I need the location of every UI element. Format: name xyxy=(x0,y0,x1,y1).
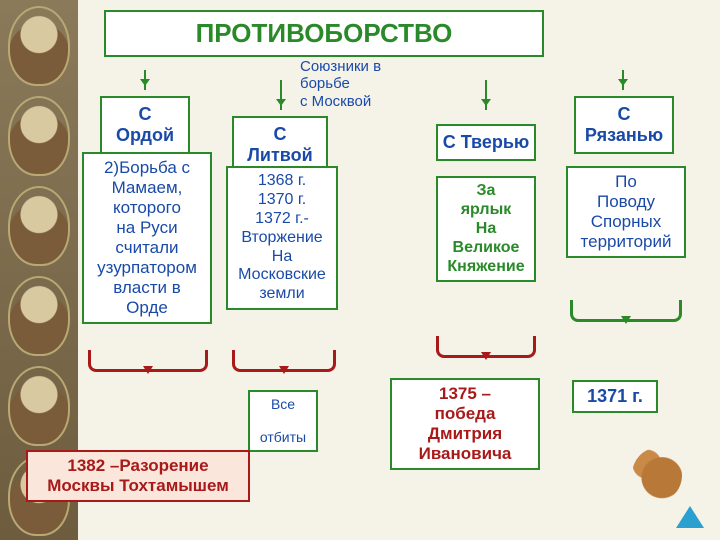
arrow-tver xyxy=(485,80,487,110)
portrait-1 xyxy=(8,6,70,86)
litva-body: 1368 г.1370 г.1372 г.-ВторжениеНаМосковс… xyxy=(226,166,338,310)
portrait-2 xyxy=(8,96,70,176)
arrow-litva xyxy=(280,80,282,110)
bracket-litva xyxy=(232,350,336,372)
tver-body: ЗаярлыкНаВеликоеКняжение xyxy=(436,176,536,282)
litva-result: Всеотбиты xyxy=(248,390,318,452)
bracket-tver xyxy=(436,336,536,358)
squirrel-icon xyxy=(632,448,682,502)
col-head-orda: СОрдой xyxy=(100,96,190,154)
portrait-4 xyxy=(8,276,70,356)
col-head-ryazan: СРязанью xyxy=(574,96,674,154)
orda-result: 1382 –РазорениеМосквы Тохтамышем xyxy=(26,450,250,502)
orda-body: 2)Борьба сМамаем,которогона Русисчиталиу… xyxy=(82,152,212,324)
portrait-3 xyxy=(8,186,70,266)
allies-label: Союзники в борьбес Москвой xyxy=(300,58,420,110)
ryazan-result: 1371 г. xyxy=(572,380,658,413)
portrait-5 xyxy=(8,366,70,446)
arrow-ryazan xyxy=(622,70,624,90)
tver-result: 1375 –победаДмитрияИвановича xyxy=(390,378,540,470)
next-arrow-icon[interactable] xyxy=(676,492,704,528)
ryazan-body: ПоПоводуСпорныхтерриторий xyxy=(566,166,686,258)
bracket-orda xyxy=(88,350,208,372)
col-head-tver: С Тверью xyxy=(436,124,536,161)
bracket-ryazan xyxy=(570,300,682,322)
arrow-orda xyxy=(144,70,146,90)
page-title: ПРОТИВОБОРСТВО xyxy=(104,10,544,57)
